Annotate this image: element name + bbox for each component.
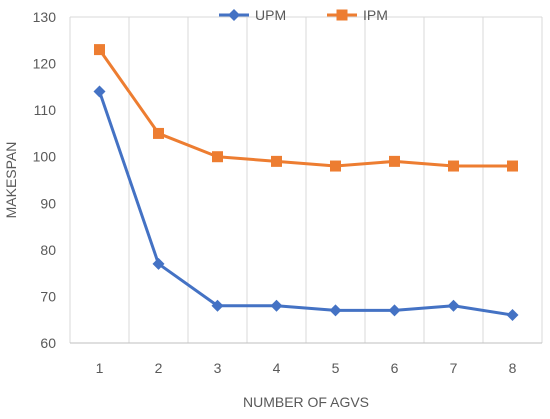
y-tick-label: 60 — [40, 335, 56, 351]
legend-marker-ipm — [336, 9, 348, 21]
data-point-upm — [211, 299, 224, 312]
series-ipm — [94, 44, 518, 172]
data-point-upm — [329, 304, 342, 317]
data-point-upm — [93, 85, 106, 98]
x-tick-label: 6 — [391, 360, 399, 376]
series-upm — [93, 85, 519, 322]
x-tick-label: 4 — [273, 360, 281, 376]
y-tick-label: 80 — [40, 242, 56, 258]
y-tick-label: 90 — [40, 195, 56, 211]
x-tick-label: 3 — [214, 360, 222, 376]
y-tick-label: 100 — [33, 149, 57, 165]
series-group — [93, 44, 519, 322]
axes: 60 70 80 90 100 110 120 130 1 2 3 4 5 6 7 8 — [33, 9, 542, 376]
y-tick-label: 120 — [33, 56, 57, 72]
x-axis-title: NUMBER OF AGVS — [243, 394, 369, 410]
legend: UPM IPM — [219, 7, 388, 23]
data-point-ipm — [330, 160, 341, 172]
gridlines — [69, 16, 543, 343]
x-tick-label: 7 — [450, 360, 458, 376]
y-tick-label: 110 — [34, 102, 57, 118]
x-tick-label: 2 — [155, 360, 163, 376]
data-point-ipm — [507, 160, 518, 172]
data-point-ipm — [94, 44, 105, 56]
y-tick-label: 70 — [40, 288, 56, 304]
legend-item-upm: UPM — [219, 7, 286, 23]
data-point-upm — [152, 257, 165, 270]
data-point-ipm — [153, 127, 164, 139]
series-line-upm — [98, 91, 513, 317]
data-point-ipm — [389, 155, 400, 167]
x-tick-label: 5 — [332, 360, 340, 376]
x-tick-label: 1 — [96, 360, 104, 376]
series-line-ipm — [98, 48, 513, 168]
data-point-ipm — [271, 155, 282, 167]
data-point-upm — [447, 299, 460, 312]
data-point-upm — [270, 299, 283, 312]
y-axis-title: MAKESPAN — [3, 142, 19, 219]
legend-label-ipm: IPM — [363, 7, 388, 23]
data-point-upm — [388, 304, 401, 317]
legend-item-ipm: IPM — [327, 7, 388, 23]
data-point-ipm — [212, 151, 223, 163]
x-tick-label: 8 — [509, 360, 517, 376]
legend-label-upm: UPM — [255, 7, 286, 23]
data-point-upm — [506, 309, 519, 322]
y-tick-label: 130 — [33, 9, 57, 25]
legend-marker-upm — [228, 9, 240, 21]
data-point-ipm — [448, 160, 459, 172]
